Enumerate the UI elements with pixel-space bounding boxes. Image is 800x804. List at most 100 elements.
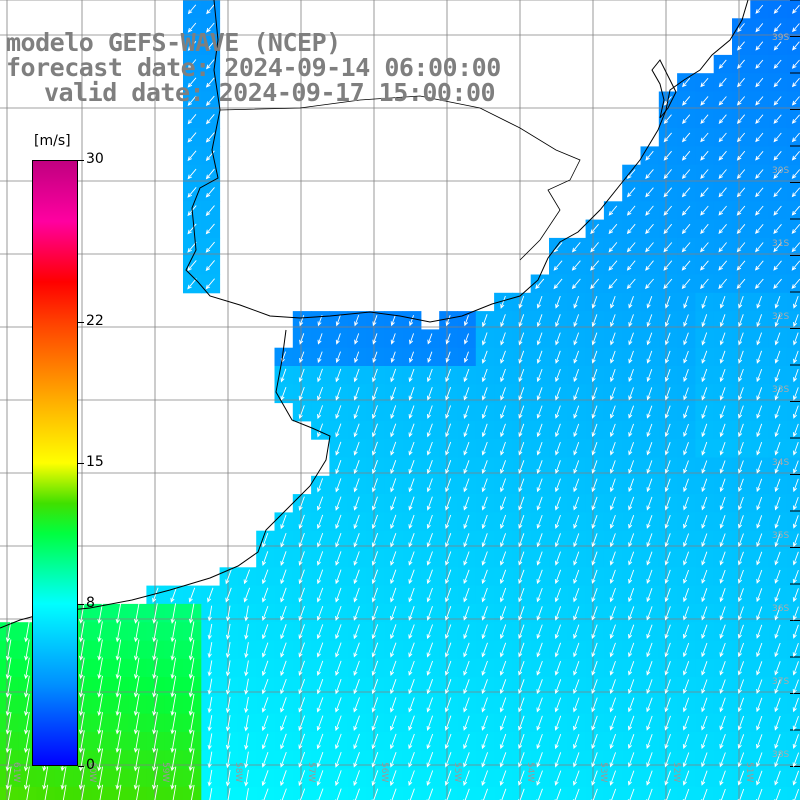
wind-vector-arrow — [590, 242, 599, 253]
wind-vector-arrow — [718, 169, 727, 179]
wind-speed-cell — [786, 329, 800, 349]
wind-vector-arrow — [591, 423, 598, 438]
wind-speed-cell — [786, 420, 800, 440]
wind-vector-arrow — [481, 478, 488, 493]
wind-vector-arrow — [718, 59, 727, 70]
wind-vector-arrow — [225, 678, 231, 695]
wind-vector-arrow — [426, 368, 433, 383]
wind-vector-arrow — [755, 224, 764, 234]
wind-vector-arrow — [738, 332, 744, 346]
wind-speed-cell — [786, 311, 800, 330]
wind-vector-arrow — [354, 314, 360, 327]
wind-vector-arrow — [97, 603, 103, 624]
title-block: modelo GEFS-WAVE (NCEP) forecast date: 2… — [6, 30, 501, 105]
wind-vector-arrow — [664, 478, 671, 493]
wind-vector-arrow — [262, 551, 269, 566]
longitude-label: 60W — [87, 762, 97, 782]
wind-vector-arrow — [756, 478, 763, 493]
wind-vector-arrow — [408, 752, 415, 768]
wind-speed-cell — [786, 237, 800, 257]
colorbar-tick-mark — [78, 463, 84, 464]
wind-vector-arrow — [389, 733, 397, 750]
wind-vector-arrow — [683, 442, 689, 456]
wind-vector-arrow — [773, 187, 782, 198]
wind-vector-arrow — [646, 715, 653, 731]
wind-vector-arrow — [628, 606, 635, 621]
wind-speed-cell — [494, 786, 513, 804]
wind-vector-arrow — [518, 441, 525, 456]
wind-speed-cell — [347, 786, 367, 804]
wind-vector-arrow — [426, 387, 433, 401]
wind-vector-arrow — [573, 624, 580, 640]
wind-vector-arrow — [205, 241, 215, 253]
wind-vector-arrow — [573, 660, 580, 676]
colorbar-units: [m/s] — [34, 133, 71, 149]
wind-vector-arrow — [791, 96, 800, 106]
wind-vector-arrow — [518, 569, 525, 585]
wind-vector-arrow — [518, 460, 525, 474]
wind-vector-arrow — [701, 350, 708, 364]
wind-vector-arrow — [115, 766, 122, 790]
wind-vector-arrow — [463, 387, 470, 401]
wind-vector-arrow — [701, 332, 708, 346]
wind-vector-arrow — [371, 770, 379, 787]
wind-vector-arrow — [756, 752, 763, 768]
wind-vector-arrow — [774, 460, 781, 474]
wind-speed-cell — [786, 530, 800, 550]
lagoa-dos-patos — [651, 59, 677, 119]
wind-vector-arrow — [354, 333, 360, 345]
wind-vector-arrow — [756, 642, 763, 658]
wind-vector-arrow — [335, 642, 342, 658]
wind-vector-arrow — [390, 351, 396, 363]
wind-vector-arrow — [353, 715, 360, 731]
wind-vector-arrow — [316, 551, 324, 566]
wind-speed-cell — [786, 109, 800, 129]
wind-vector-arrow — [481, 405, 488, 419]
wind-vector-arrow — [646, 478, 653, 493]
wind-vector-arrow — [205, 150, 215, 162]
wind-vector-arrow — [444, 660, 452, 676]
wind-vector-arrow — [591, 551, 598, 566]
wind-vector-arrow — [683, 314, 689, 327]
wind-vector-arrow — [646, 569, 653, 584]
wind-vector-arrow — [591, 387, 598, 401]
wind-vector-arrow — [755, 169, 764, 180]
wind-vector-arrow — [627, 697, 635, 713]
wind-vector-arrow — [682, 697, 690, 713]
wind-vector-arrow — [225, 660, 231, 677]
wind-vector-arrow — [701, 423, 708, 438]
latitude-label: 31S — [772, 239, 789, 249]
wind-vector-arrow — [481, 587, 488, 603]
wind-vector-arrow — [389, 715, 397, 731]
wind-vector-arrow — [500, 368, 506, 383]
wind-vector-arrow — [663, 260, 673, 271]
wind-vector-arrow — [133, 730, 140, 753]
wind-vector-arrow — [773, 224, 782, 234]
wind-vector-arrow — [207, 623, 213, 640]
wind-vector-arrow — [408, 514, 415, 530]
wind-vector-arrow — [79, 603, 85, 624]
colorbar-tick-mark — [78, 604, 84, 606]
wind-vector-arrow — [792, 405, 799, 419]
wind-vector-arrow — [736, 96, 746, 106]
wind-vector-arrow — [335, 605, 342, 621]
wind-vector-arrow — [500, 332, 506, 346]
wind-vector-arrow — [463, 478, 470, 493]
wind-vector-arrow — [481, 697, 488, 713]
wind-vector-arrow — [463, 405, 470, 419]
wind-vector-arrow — [573, 478, 580, 493]
wind-vector-arrow — [683, 588, 690, 603]
wind-vector-arrow — [628, 661, 635, 676]
wind-vector-arrow — [261, 697, 269, 713]
wind-vector-arrow — [554, 587, 562, 603]
wind-vector-arrow — [481, 496, 488, 511]
wind-vector-arrow — [481, 770, 489, 786]
wind-speed-cell — [585, 786, 605, 804]
wind-vector-arrow — [499, 660, 507, 676]
wind-vector-arrow — [608, 223, 618, 235]
wind-vector-arrow — [500, 460, 507, 474]
wind-vector-arrow — [792, 23, 800, 33]
wind-vector-arrow — [774, 533, 781, 548]
wind-vector-arrow — [205, 114, 215, 125]
wind-vector-arrow — [170, 621, 177, 643]
